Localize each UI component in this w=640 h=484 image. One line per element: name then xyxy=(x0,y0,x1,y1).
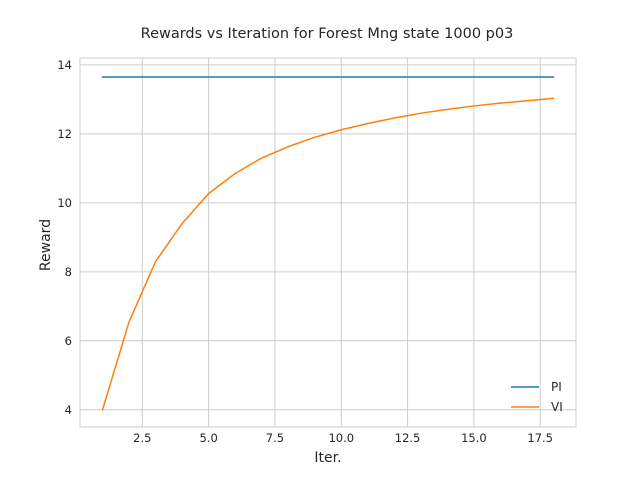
x-tick-label: 12.5 xyxy=(395,431,421,445)
y-tick-label: 12 xyxy=(57,127,72,141)
y-tick-label: 6 xyxy=(65,334,72,348)
grid xyxy=(80,58,576,427)
legend: PI VI xyxy=(511,380,563,414)
x-tick-label: 10.0 xyxy=(328,431,354,445)
plot-area-border xyxy=(79,57,577,428)
y-tick-label: 8 xyxy=(65,265,72,279)
y-tick-label: 4 xyxy=(65,403,72,417)
y-tick-label: 10 xyxy=(57,196,72,210)
y-tick-label: 14 xyxy=(57,58,72,72)
axes-frame xyxy=(79,57,577,428)
x-axis-label: Iter. xyxy=(314,450,341,466)
legend-label-vi: VI xyxy=(551,400,563,414)
series-line-vi xyxy=(101,97,555,411)
chart-title: Rewards vs Iteration for Forest Mng stat… xyxy=(141,26,514,42)
x-tick-label: 2.5 xyxy=(133,431,151,445)
tick-labels: 2.5 5.0 7.5 10.0 12.5 15.0 17.5 4 6 8 10 12 14 xyxy=(57,58,553,445)
series-lines xyxy=(101,76,555,411)
x-tick-label: 5.0 xyxy=(199,431,217,445)
x-tick-label: 15.0 xyxy=(461,431,487,445)
legend-label-pi: PI xyxy=(551,380,562,394)
x-tick-label: 7.5 xyxy=(266,431,284,445)
x-tick-label: 17.5 xyxy=(527,431,553,445)
y-axis-label: Reward xyxy=(38,219,54,271)
